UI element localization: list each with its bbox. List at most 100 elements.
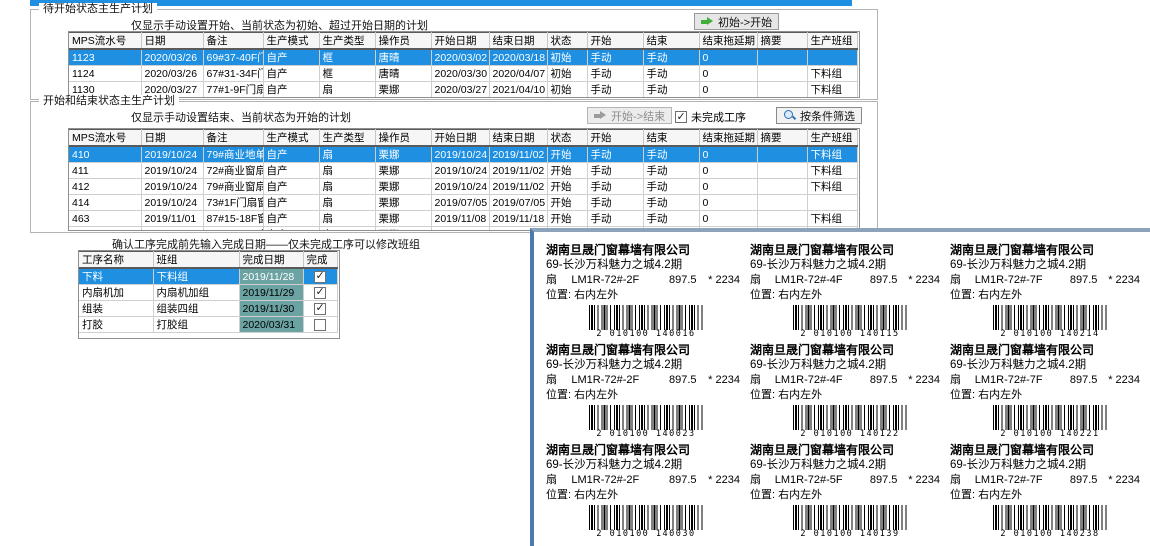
column-header[interactable]: 备注 [203,32,264,50]
cell[interactable]: 1124 [69,65,142,82]
cell[interactable]: 组装四组 [153,300,240,317]
cell[interactable]: 唐晴 [375,65,432,82]
cell[interactable]: 手动 [643,210,700,227]
cell[interactable]: 2019/10/24 [141,146,204,163]
column-header[interactable]: 结束拖延期 [699,129,758,147]
cell[interactable]: 开始 [547,194,588,211]
column-header[interactable]: 生产类型 [319,129,376,147]
table-row[interactable]: 11242020/03/2667#31-34F门框自产框唐晴2020/03/30… [69,65,858,82]
start-to-end-button[interactable]: 开始->结束 [587,107,673,124]
cell[interactable]: 开始 [547,210,588,227]
cell[interactable]: 77#1-9F门扇 [203,81,264,97]
done-cell[interactable] [303,300,338,317]
cell[interactable] [757,146,808,163]
cell[interactable]: 自产 [263,146,320,163]
column-header[interactable]: 结束日期 [489,129,548,147]
cell[interactable]: 栗娜 [375,178,432,195]
table-row[interactable]: 组装 组装四组 2019/11/30 [79,300,338,317]
table-row[interactable]: 411 2019/10/24 72#商业窗扇 自产扇栗娜 2019/10/24 2019/… [69,162,858,179]
done-checkbox[interactable] [314,301,326,315]
cell[interactable]: 2019/11/02 [489,146,548,163]
cell[interactable]: 自产 [263,65,320,82]
table-row[interactable]: 4632019/11/0187#15-18F窗扇自产扇栗娜2019/11/082… [69,210,858,227]
column-header[interactable]: 日期 [141,129,204,147]
column-header[interactable]: 摘要 [757,32,808,50]
cell[interactable] [757,49,808,66]
filter-by-condition-button[interactable]: 按条件筛选 [776,107,862,124]
table-row[interactable]: 打胶 打胶组 2020/03/31 [79,316,338,333]
cell[interactable]: 下料组 [807,178,858,195]
cell[interactable] [807,194,858,211]
cell[interactable]: 2020/03/18 [489,49,548,66]
cell[interactable]: 2019/10/24 [141,178,204,195]
cell[interactable]: 手动 [643,65,700,82]
table-row[interactable]: 4102019/10/2479#商业地单…自产扇栗娜2019/10/242019… [69,146,858,163]
cell[interactable]: 初始 [547,49,588,66]
cell[interactable]: 下料组 [153,268,240,285]
cell[interactable]: 唐晴 [375,49,432,66]
cell[interactable] [757,65,808,82]
cell[interactable]: 2019/11/02 [489,178,548,195]
cell[interactable]: 2019/11/28 [239,268,304,285]
cell[interactable] [757,210,808,227]
cell[interactable]: 初始 [547,65,588,82]
cell[interactable]: 2020/03/27 [141,81,204,97]
cell[interactable]: 2020/03/27 [431,81,490,97]
cell[interactable]: 下料组 [807,162,858,179]
cell[interactable]: 2019/07/05 [431,194,490,211]
cell[interactable]: 手动 [643,194,700,211]
cell[interactable]: 扇 [319,146,376,163]
cell[interactable]: 扇 [319,210,376,227]
cell[interactable]: 手动 [643,146,700,163]
cell[interactable]: 79#商业窗扇 [203,178,264,195]
cell[interactable] [757,162,808,179]
cell[interactable]: 2020/03/30 [431,65,490,82]
cell[interactable]: 开始 [547,178,588,195]
cell[interactable]: 栗娜 [375,146,432,163]
cell[interactable]: 2019/07/05 [489,194,548,211]
cell[interactable]: 栗娜 [375,162,432,179]
column-header[interactable]: 操作员 [375,32,432,50]
cell[interactable]: 2019/10/24 [141,194,204,211]
done-checkbox[interactable] [314,269,326,283]
cell[interactable]: 手动 [587,65,644,82]
cell[interactable]: 下料组 [807,65,858,82]
cell[interactable]: 0 [699,146,758,163]
cell[interactable]: 2019/11/30 [239,300,304,317]
cell[interactable]: 自产 [263,226,320,230]
cell[interactable]: 框 [319,65,376,82]
cell[interactable]: 0 [699,210,758,227]
cell[interactable]: 扇 [319,194,376,211]
unfinished-process-checkbox[interactable]: 未完成工序 [675,109,746,125]
column-header[interactable]: 工序名称 [79,251,154,269]
cell[interactable]: 手动 [643,81,700,97]
cell[interactable]: 72#商业窗扇 [203,162,264,179]
cell[interactable]: 自产 [263,194,320,211]
cell[interactable]: 栗娜 [375,194,432,211]
pending-start-table[interactable]: MPS流水号 日期 备注 生产模式 生产类型 操作员 开始日期 结束日期 状态 开始 结束 结束拖延期… [68,31,860,98]
cell[interactable]: 手动 [587,210,644,227]
cell[interactable]: 2020/04/07 [489,65,548,82]
column-header[interactable]: 开始日期 [431,129,490,147]
cell[interactable]: 411 [69,162,142,179]
cell[interactable]: 412 [69,178,142,195]
column-header[interactable]: 状态 [547,32,588,50]
column-header[interactable]: 完成日期 [239,251,304,269]
cell[interactable] [757,194,808,211]
column-header[interactable]: 开始日期 [431,32,490,50]
cell[interactable]: 栗娜 [375,210,432,227]
cell[interactable]: 自产 [263,81,320,97]
cell[interactable]: 下料组 [807,81,858,97]
column-header[interactable]: 结束拖延期 [699,32,758,50]
cell[interactable]: 自产 [263,178,320,195]
column-header[interactable]: 班组 [153,251,240,269]
cell[interactable]: 2020/03/26 [141,49,204,66]
start-end-table[interactable]: MPS流水号 日期 备注 生产模式 生产类型 操作员 开始日期 结束日期 状态 开始 结束 结束拖延期… [68,128,860,231]
column-header[interactable]: 结束 [643,32,700,50]
cell[interactable]: 组装 [79,300,154,317]
cell[interactable]: 414 [69,194,142,211]
column-header[interactable]: 完成 [303,251,338,269]
cell[interactable]: 手动 [587,178,644,195]
cell[interactable]: 69#37-40F门框 [203,49,264,66]
cell[interactable]: 2019/11/18 [489,210,548,227]
